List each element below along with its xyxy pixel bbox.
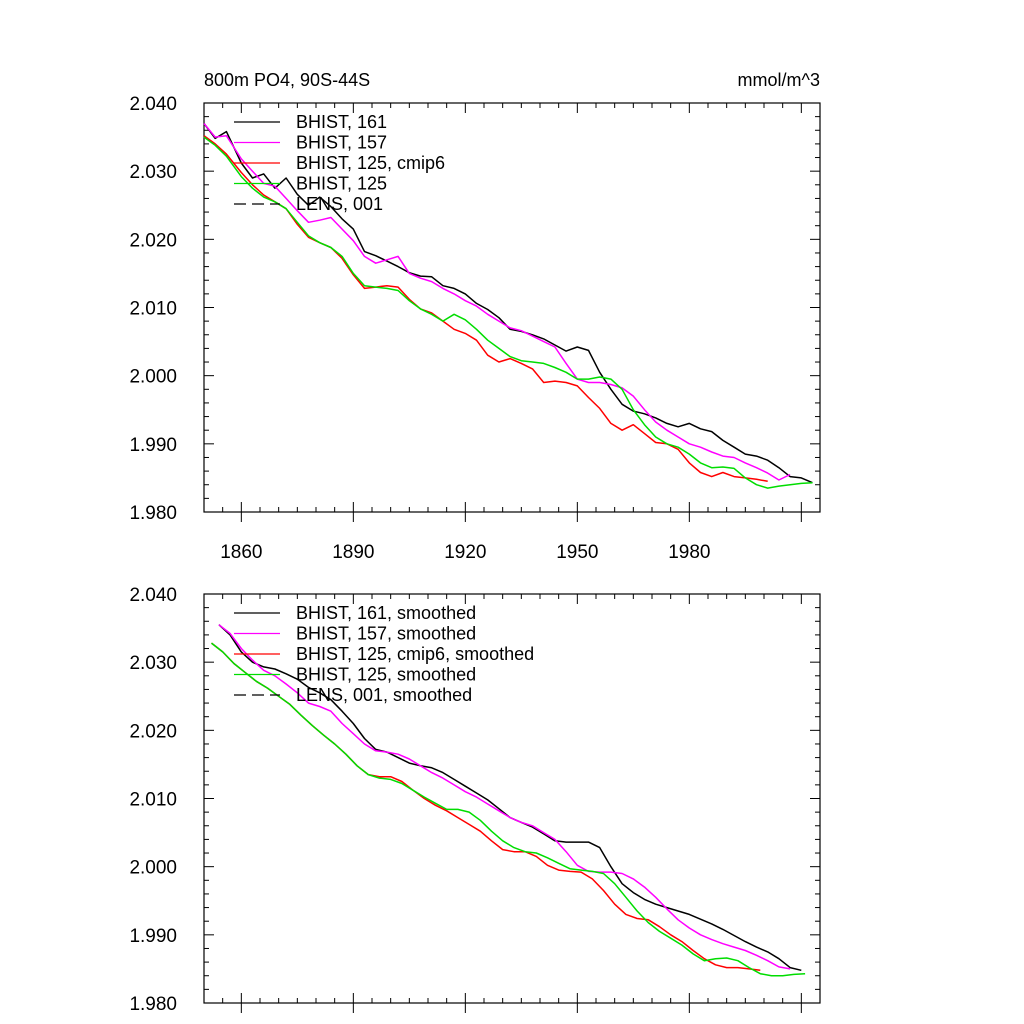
y-tick-label: 2.040 bbox=[129, 585, 177, 606]
y-tick-label: 1.990 bbox=[129, 926, 177, 947]
legend-label: BHIST, 157, smoothed bbox=[296, 624, 476, 644]
chart-panel-top: 800m PO4, 90S-44S mmol/m^3 2.040 2.030 2.0… bbox=[129, 70, 821, 563]
chart-title: 800m PO4, 90S-44S bbox=[204, 70, 370, 90]
legend-label: BHIST, 157 bbox=[296, 133, 387, 153]
series-line bbox=[203, 136, 813, 489]
y-tick-label: 2.000 bbox=[129, 858, 177, 879]
legend-label: BHIST, 125, cmip6 bbox=[296, 153, 445, 173]
y-tick-label: 2.020 bbox=[129, 230, 177, 251]
legend-label: BHIST, 125, smoothed bbox=[296, 665, 476, 685]
y-tick-label: 2.030 bbox=[129, 653, 177, 674]
series-line bbox=[211, 642, 761, 972]
series-line bbox=[218, 624, 791, 970]
chart-panel-bottom: 2.040 2.030 2.020 2.010 2.000 1.990 1.980 BHIST… bbox=[129, 585, 821, 1015]
series-line bbox=[203, 123, 813, 484]
series-line bbox=[203, 123, 791, 481]
y-tick-label: 2.010 bbox=[129, 790, 177, 811]
legend-label: BHIST, 161, smoothed bbox=[296, 603, 476, 623]
legend-label: BHIST, 161 bbox=[296, 112, 387, 132]
x-tick-label: 1890 bbox=[332, 542, 374, 563]
y-tick-label: 1.990 bbox=[129, 435, 177, 456]
y-tick-label: 1.980 bbox=[129, 503, 177, 524]
legend-label: BHIST, 125 bbox=[296, 174, 387, 194]
y-tick-label: 2.020 bbox=[129, 721, 177, 742]
y-tick-label: 1.980 bbox=[129, 994, 177, 1015]
x-tick-label: 1920 bbox=[444, 542, 486, 563]
x-tick-label: 1980 bbox=[668, 542, 710, 563]
x-tick-label: 1950 bbox=[556, 542, 598, 563]
y-tick-label: 2.000 bbox=[129, 367, 177, 388]
units-label: mmol/m^3 bbox=[738, 70, 820, 90]
y-tick-label: 2.040 bbox=[129, 94, 177, 115]
series-line bbox=[211, 642, 806, 977]
legend-label: LENS, 001, smoothed bbox=[296, 685, 472, 705]
series-line bbox=[203, 135, 768, 483]
legend-label: BHIST, 125, cmip6, smoothed bbox=[296, 644, 534, 664]
legend-label: LENS, 001 bbox=[296, 194, 383, 214]
x-tick-label: 1860 bbox=[220, 542, 262, 563]
y-tick-label: 2.030 bbox=[129, 162, 177, 183]
y-tick-label: 2.010 bbox=[129, 299, 177, 320]
